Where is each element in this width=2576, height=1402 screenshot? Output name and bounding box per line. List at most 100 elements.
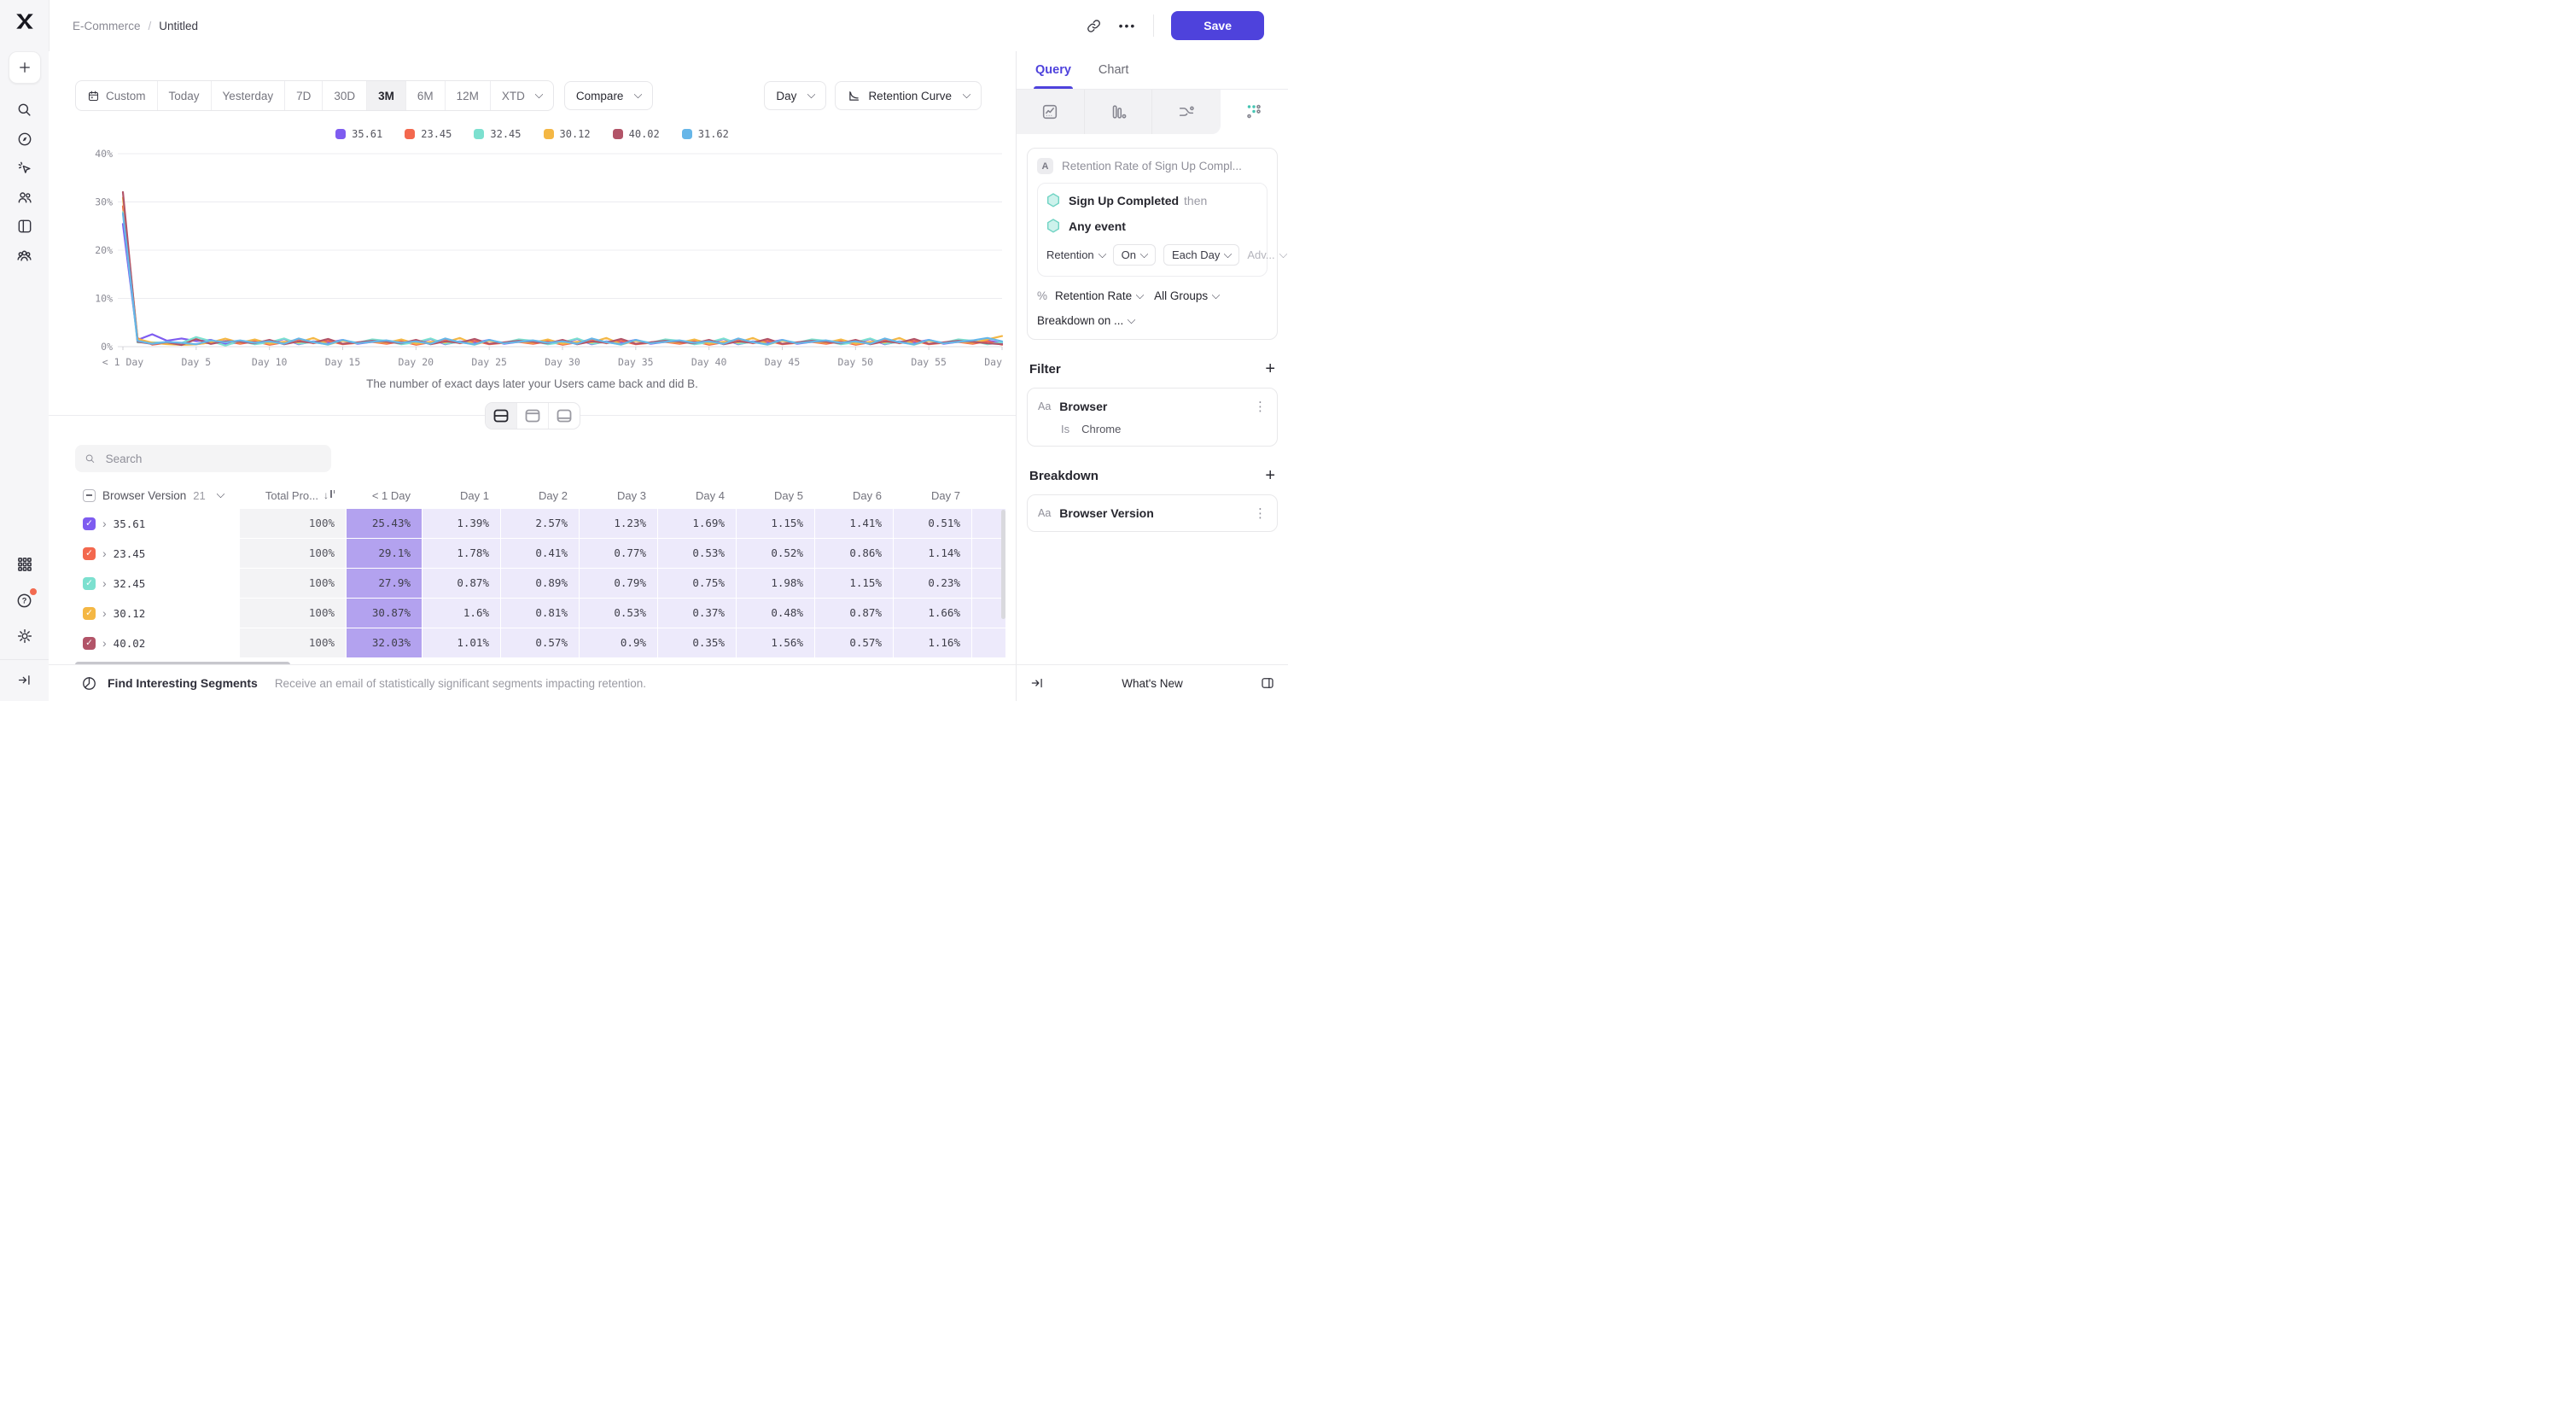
total-header-cell[interactable]: Total Pro... ↓	[240, 482, 346, 508]
add-breakdown-button[interactable]: +	[1265, 466, 1275, 485]
row-expand-icon[interactable]: ›	[102, 636, 107, 650]
on-dropdown[interactable]: On	[1112, 244, 1156, 266]
groups-dropdown[interactable]: All Groups	[1154, 289, 1221, 302]
date-range-30d[interactable]: 30D	[323, 81, 368, 110]
sidebar-collapse-icon[interactable]	[9, 665, 41, 694]
users-icon[interactable]	[9, 183, 41, 212]
layout-split-view-icon[interactable]	[485, 403, 517, 429]
tab-chart[interactable]: Chart	[1098, 63, 1129, 77]
row-checkbox[interactable]: ✓	[83, 546, 96, 560]
row-name-cell[interactable]: ✓ › 30.12	[75, 599, 239, 628]
row-checkbox[interactable]: ✓	[83, 636, 96, 650]
find-segments-button[interactable]: Find Interesting Segments	[108, 676, 258, 690]
flows-report-icon[interactable]	[1152, 90, 1221, 134]
legend-item[interactable]: 40.02	[612, 128, 660, 140]
funnels-report-icon[interactable]	[1084, 90, 1152, 134]
mixpanel-logo-icon[interactable]	[14, 10, 36, 32]
row-checkbox[interactable]: ✓	[83, 576, 96, 590]
each-day-dropdown[interactable]: Each Day	[1163, 244, 1240, 266]
boards-icon[interactable]	[9, 212, 41, 241]
day-header-cell[interactable]: Day 4	[696, 488, 725, 502]
date-range-3m[interactable]: 3M	[367, 81, 406, 110]
breakdown-row[interactable]: Aa Browser Version ⋮	[1038, 505, 1267, 521]
apps-grid-icon[interactable]	[9, 550, 41, 579]
day-header-cell[interactable]: Day 5	[774, 488, 803, 502]
day-cell: 1.01%	[423, 628, 500, 657]
search-icon[interactable]	[9, 96, 41, 125]
date-range-12m[interactable]: 12M	[446, 81, 491, 110]
event-row-first[interactable]: Sign Up Completed then	[1046, 193, 1258, 207]
row-name-cell[interactable]: ✓ › 23.45	[75, 539, 239, 568]
more-options-icon[interactable]: •••	[1118, 19, 1137, 32]
granularity-dropdown[interactable]: Day	[764, 81, 827, 110]
chart-type-dropdown[interactable]: Retention Curve	[835, 81, 982, 110]
events-cursor-icon[interactable]	[9, 154, 41, 183]
tab-query[interactable]: Query	[1034, 51, 1073, 89]
row-name-cell[interactable]: ✓ › 35.61	[75, 509, 239, 538]
breakdown-kebab-icon[interactable]: ⋮	[1254, 505, 1267, 521]
row-checkbox[interactable]: ✓	[83, 606, 96, 620]
add-filter-button[interactable]: +	[1265, 359, 1275, 378]
day-header-cell[interactable]: Day 8	[972, 482, 1005, 508]
copy-link-icon[interactable]	[1086, 18, 1102, 34]
search-input[interactable]	[103, 451, 322, 466]
legend-item[interactable]: 30.12	[543, 128, 591, 140]
date-range-7d[interactable]: 7D	[285, 81, 323, 110]
metric-dropdown[interactable]: Retention Rate	[1055, 289, 1145, 302]
layout-chart-view-icon[interactable]	[517, 403, 549, 429]
day-header-cell[interactable]: Day 2	[539, 488, 568, 502]
breadcrumb-current[interactable]: Untitled	[159, 19, 199, 32]
legend-item[interactable]: 32.45	[474, 128, 522, 140]
help-icon[interactable]: ?	[9, 586, 41, 615]
day-header-cell[interactable]: Day 1	[460, 488, 489, 502]
whats-new-button[interactable]: What's New	[1122, 676, 1183, 690]
layout-columns-icon[interactable]	[1260, 675, 1275, 691]
breakdown-on-dropdown[interactable]: Breakdown on ...	[1037, 314, 1268, 327]
filter-kebab-icon[interactable]: ⋮	[1254, 399, 1267, 414]
horizontal-scrollbar[interactable]	[75, 662, 290, 664]
legend-item[interactable]: 31.62	[681, 128, 729, 140]
cohorts-icon[interactable]	[9, 241, 41, 270]
save-button[interactable]: Save	[1171, 11, 1264, 40]
retention-report-icon[interactable]	[1220, 90, 1288, 134]
query-title-row[interactable]: A Retention Rate of Sign Up Compl...	[1037, 158, 1268, 174]
filter-row[interactable]: Aa Browser ⋮	[1038, 399, 1267, 414]
layout-table-view-icon[interactable]	[549, 403, 580, 429]
row-expand-icon[interactable]: ›	[102, 517, 107, 530]
date-range-custom[interactable]: Custom	[76, 81, 158, 110]
retention-type-dropdown[interactable]: Retention	[1046, 248, 1107, 261]
then-label: then	[1184, 193, 1208, 207]
explore-compass-icon[interactable]	[9, 125, 41, 154]
legend-item[interactable]: 23.45	[405, 128, 452, 140]
legend-item[interactable]: 35.61	[335, 128, 382, 140]
date-range-yesterday[interactable]: Yesterday	[212, 81, 286, 110]
select-all-checkbox[interactable]	[83, 488, 96, 502]
row-expand-icon[interactable]: ›	[102, 576, 107, 590]
day-header-cell[interactable]: Day 7	[931, 488, 960, 502]
settings-gear-icon[interactable]	[9, 622, 41, 651]
day-cell: 0.29%	[972, 539, 1005, 568]
day-header-cell[interactable]: Day 6	[853, 488, 882, 502]
group-header-cell[interactable]: Browser Version 21	[75, 482, 239, 508]
compare-button[interactable]: Compare	[563, 81, 654, 110]
collapse-panel-icon[interactable]	[1029, 675, 1045, 691]
row-name-cell[interactable]: ✓ › 40.02	[75, 628, 239, 657]
day-cell: 1.15%	[737, 509, 814, 538]
breadcrumb-parent[interactable]: E-Commerce	[73, 19, 141, 32]
day-header-cell[interactable]: < 1 Day	[371, 488, 411, 502]
insights-report-icon[interactable]	[1017, 90, 1085, 134]
row-checkbox[interactable]: ✓	[83, 517, 96, 530]
date-range-xtd[interactable]: XTD	[491, 81, 553, 110]
row-expand-icon[interactable]: ›	[102, 546, 107, 560]
date-range-today[interactable]: Today	[158, 81, 212, 110]
date-range-6m[interactable]: 6M	[406, 81, 446, 110]
advanced-dropdown[interactable]: Adv...	[1247, 248, 1288, 261]
event-row-return[interactable]: Any event	[1046, 219, 1258, 233]
day-header-cell[interactable]: Day 3	[617, 488, 646, 502]
vertical-scrollbar[interactable]	[1001, 510, 1005, 619]
chart-caption: The number of exact days later your User…	[366, 377, 698, 390]
row-name-cell[interactable]: ✓ › 32.45	[75, 569, 239, 598]
row-expand-icon[interactable]: ›	[102, 606, 107, 620]
filter-condition[interactable]: Is Chrome	[1061, 423, 1267, 435]
create-new-button[interactable]	[8, 51, 41, 84]
